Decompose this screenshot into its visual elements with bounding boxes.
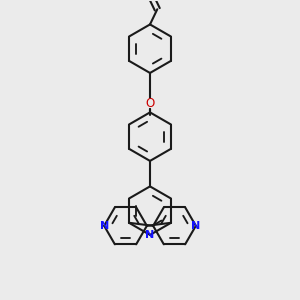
Text: N: N xyxy=(146,230,154,240)
Text: O: O xyxy=(146,97,154,110)
Text: N: N xyxy=(191,221,200,231)
Text: N: N xyxy=(100,221,109,231)
